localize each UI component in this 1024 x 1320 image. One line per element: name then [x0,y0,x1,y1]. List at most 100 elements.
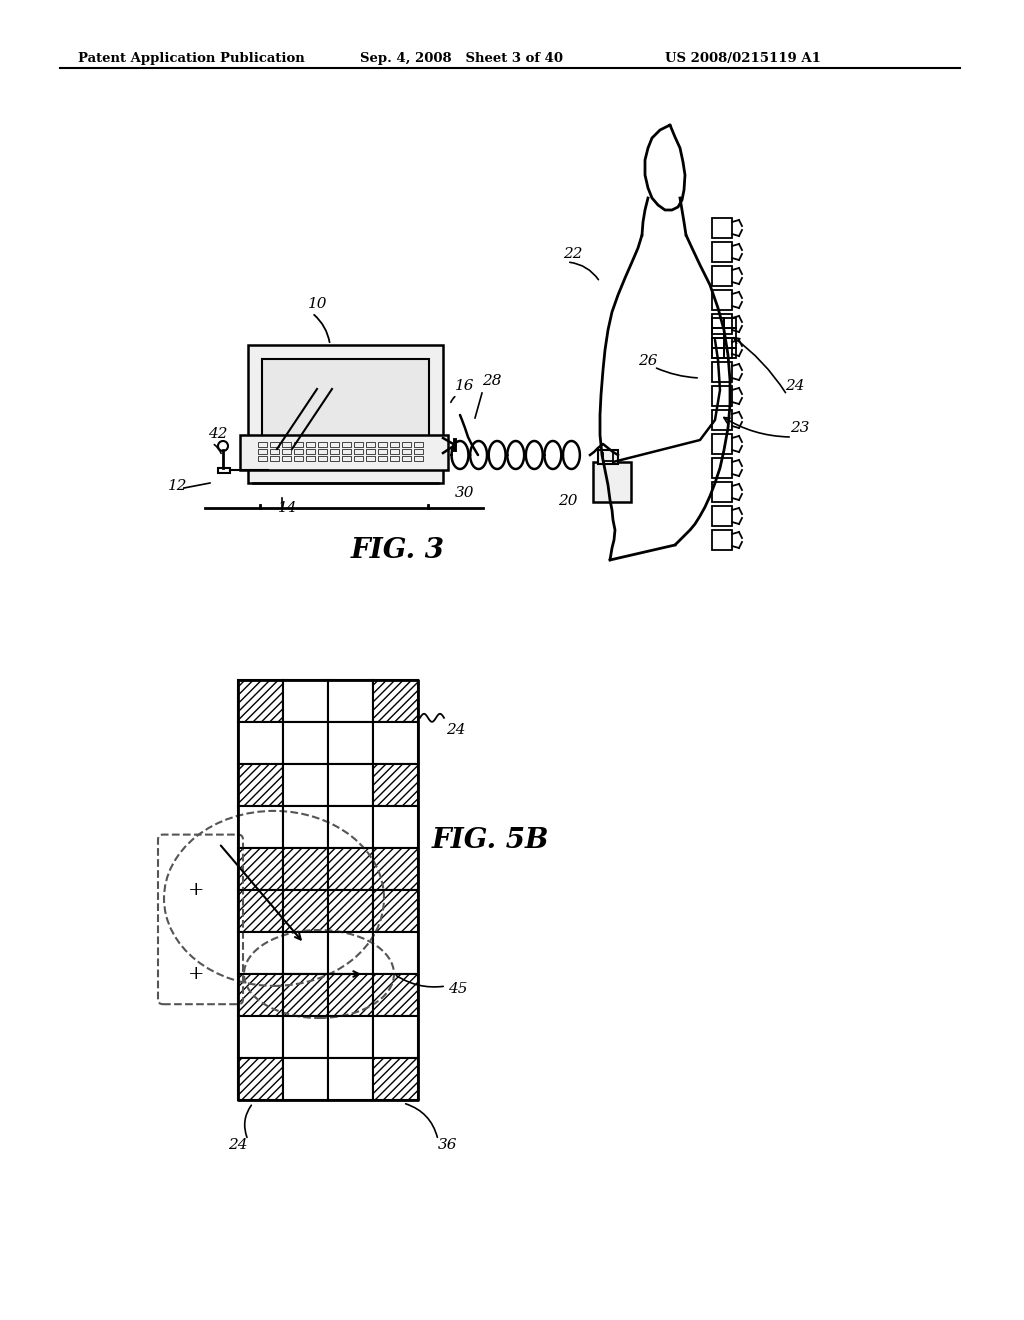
Text: FIG. 5B: FIG. 5B [431,828,549,854]
Bar [712,385,732,407]
Bar [354,442,362,447]
Bar [318,442,327,447]
Bar [328,932,373,974]
Text: 30: 30 [455,486,474,500]
Bar [330,455,339,461]
Bar [238,680,283,722]
Bar [328,890,373,932]
Bar [373,974,418,1016]
Bar [354,455,362,461]
Bar [373,680,418,722]
Bar [328,680,373,722]
Bar [306,442,315,447]
Bar [238,1059,283,1100]
Bar [328,807,373,847]
Bar [283,764,328,807]
Bar [258,449,267,454]
Bar [712,434,732,454]
Bar [712,318,724,327]
Bar [283,722,328,764]
Text: 22: 22 [563,247,583,261]
Bar [238,1016,283,1059]
Bar [342,442,351,447]
Bar [366,442,375,447]
Bar [238,974,283,1016]
Bar [342,449,351,454]
Text: FIG. 3: FIG. 3 [351,537,445,564]
Text: 24: 24 [446,723,466,738]
Bar [402,442,411,447]
Bar [414,449,423,454]
Bar [378,455,387,461]
Bar [328,974,373,1016]
Text: 24: 24 [228,1138,248,1152]
Text: 12: 12 [168,479,187,492]
Bar [240,436,449,470]
Bar [306,455,315,461]
Bar [366,449,375,454]
Bar [373,1016,418,1059]
Text: US 2008/0215119 A1: US 2008/0215119 A1 [665,51,821,65]
Bar [593,462,631,502]
Bar [282,449,291,454]
Bar [238,764,283,807]
Text: 42: 42 [208,426,227,441]
Bar [366,455,375,461]
Bar [283,890,328,932]
Bar [724,338,736,348]
Bar [390,449,399,454]
Bar [238,807,283,847]
Bar [373,764,418,807]
Bar [306,449,315,454]
Bar [402,455,411,461]
Bar [724,348,736,358]
Text: 45: 45 [449,982,468,997]
Text: 26: 26 [638,354,657,368]
Bar [712,338,724,348]
Bar [270,455,279,461]
Bar [712,338,732,358]
Bar [330,449,339,454]
Bar [218,469,230,473]
Bar [712,531,732,550]
Bar [238,722,283,764]
Text: +: + [187,880,204,899]
Text: 16: 16 [455,379,474,393]
Bar [283,974,328,1016]
Text: Sep. 4, 2008   Sheet 3 of 40: Sep. 4, 2008 Sheet 3 of 40 [360,51,563,65]
Bar [354,449,362,454]
Bar [330,442,339,447]
Bar [712,482,732,502]
Bar [712,267,732,286]
Bar [342,455,351,461]
Bar [258,442,267,447]
Bar [373,807,418,847]
Bar [328,1059,373,1100]
Bar [318,455,327,461]
Bar [238,932,283,974]
Bar [282,455,291,461]
Bar [328,764,373,807]
Bar [283,680,328,722]
Bar [328,1016,373,1059]
Bar [712,348,724,358]
Bar [282,442,291,447]
Text: 14: 14 [278,502,298,515]
Bar [373,890,418,932]
Bar [238,890,283,932]
Text: +: + [187,965,204,983]
Bar [283,847,328,890]
Bar [248,345,443,483]
Bar [724,318,736,327]
Bar [378,449,387,454]
Bar [238,847,283,890]
Bar [283,807,328,847]
Bar [402,449,411,454]
Bar [294,442,303,447]
Bar [270,449,279,454]
Bar [712,362,732,381]
Bar [378,442,387,447]
Bar [712,458,732,478]
Bar [262,359,429,469]
Bar [373,1059,418,1100]
